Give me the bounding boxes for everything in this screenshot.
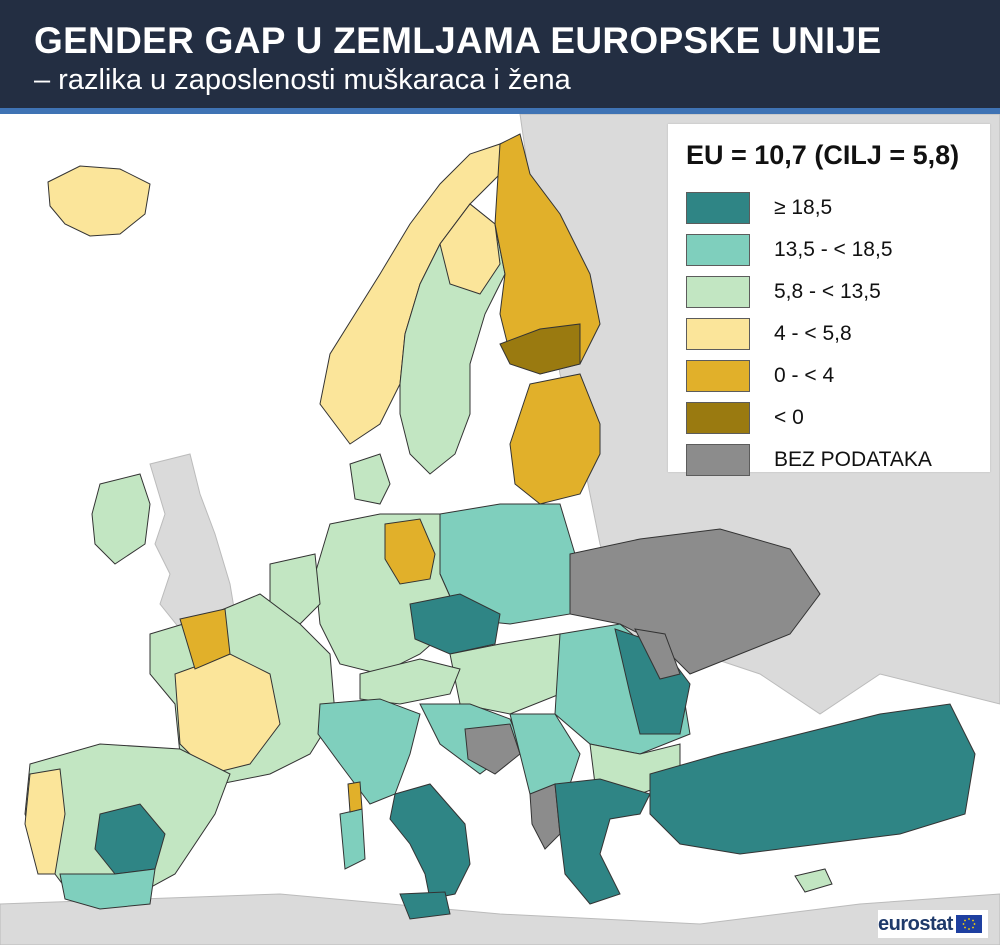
legend-item: < 0	[686, 397, 990, 439]
legend-item: 0 - < 4	[686, 355, 990, 397]
map-subtitle: – razlika u zaposlenosti muškaraca i žen…	[34, 64, 571, 96]
region-iberia-south	[59, 868, 156, 910]
legend-item: ≥ 18,5	[686, 187, 990, 229]
legend-item: 13,5 - < 18,5	[686, 229, 990, 271]
legend-item: 4 - < 5,8	[686, 313, 990, 355]
region-czechia	[409, 593, 501, 655]
legend-label: 0 - < 4	[774, 364, 835, 387]
header-bar: GENDER GAP U ZEMLJAMA EUROPSKE UNIJE – r…	[0, 0, 1000, 108]
non-eu-land-uk	[149, 453, 236, 630]
region-portugal	[24, 768, 66, 875]
region-turkey	[649, 703, 976, 855]
region-greece	[554, 778, 651, 905]
region-moldova	[634, 628, 681, 680]
header-accent-line	[0, 108, 1000, 114]
region-italy-north	[317, 698, 421, 805]
region-baltics	[509, 373, 601, 505]
legend-title: EU = 10,7 (CILJ = 5,8)	[686, 140, 960, 170]
non-eu-land-africa	[0, 893, 1000, 945]
region-corsica	[347, 781, 363, 813]
region-italy-south	[389, 783, 471, 900]
region-albania	[529, 783, 561, 850]
legend-label: ≥ 18,5	[774, 196, 833, 219]
region-ireland	[91, 473, 151, 565]
region-sardinia	[339, 808, 366, 870]
legend-item: 5,8 - < 13,5	[686, 271, 990, 313]
legend-swatch	[686, 276, 750, 308]
region-france-west	[174, 653, 281, 775]
legend-swatch	[686, 318, 750, 350]
region-austria	[359, 658, 461, 705]
map-title: GENDER GAP U ZEMLJAMA EUROPSKE UNIJE	[34, 20, 882, 61]
eurostat-logo: eurostat	[878, 910, 988, 938]
legend-swatch	[686, 234, 750, 266]
region-denmark	[349, 453, 391, 505]
legend-label: 5,8 - < 13,5	[774, 280, 881, 303]
region-cyprus	[794, 868, 833, 893]
legend-swatch	[686, 444, 750, 476]
legend-label: 4 - < 5,8	[774, 322, 852, 345]
region-sicily	[399, 891, 451, 920]
region-bosnia	[464, 723, 521, 775]
eu-flag-icon	[955, 915, 982, 933]
logo-text: eurostat	[878, 912, 953, 935]
legend-label: 13,5 - < 18,5	[774, 238, 893, 261]
region-berlin-area	[384, 518, 436, 585]
region-iceland	[47, 165, 151, 237]
legend-label: < 0	[774, 406, 804, 429]
region-finland-south	[499, 323, 581, 375]
legend-swatch	[686, 360, 750, 392]
region-sweden-north	[439, 203, 501, 295]
legend-swatch	[686, 192, 750, 224]
legend-swatch	[686, 402, 750, 434]
region-france-brittany	[179, 608, 231, 670]
region-ukraine	[569, 528, 821, 675]
legend-item: BEZ PODATAKA	[686, 439, 990, 481]
map-legend: EU = 10,7 (CILJ = 5,8) ≥ 18,5 13,5 - < 1…	[668, 124, 990, 476]
legend-label: BEZ PODATAKA	[774, 448, 932, 471]
